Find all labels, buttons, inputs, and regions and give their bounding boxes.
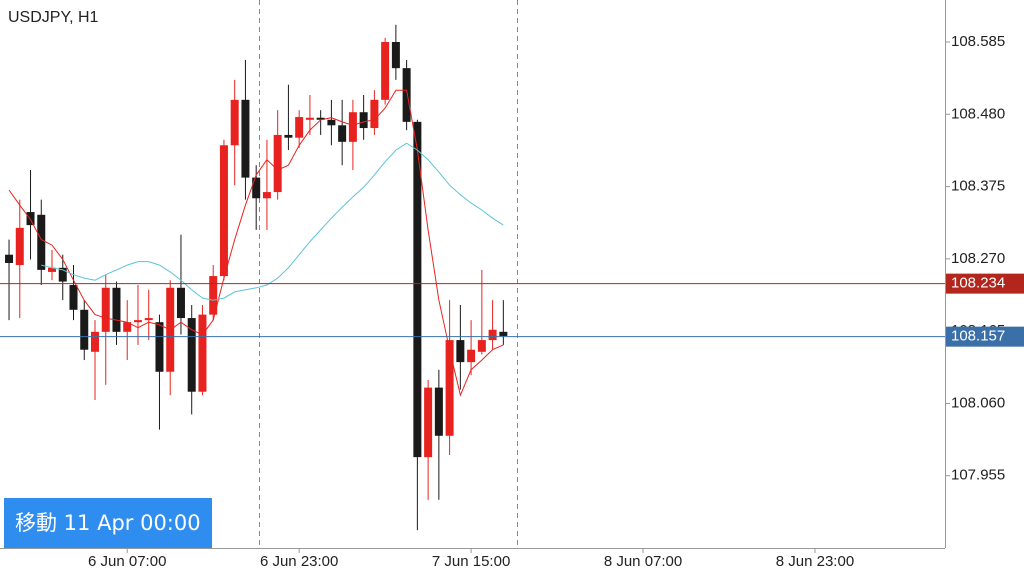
y-tick-label: 108.480 bbox=[951, 105, 1005, 122]
x-tick-label: 6 Jun 07:00 bbox=[88, 553, 166, 570]
candle-body bbox=[348, 112, 357, 142]
candle-body bbox=[241, 99, 250, 178]
candle-body bbox=[434, 387, 443, 436]
candle-body bbox=[37, 214, 46, 270]
y-tick-label: 108.375 bbox=[951, 178, 1005, 195]
candle-body bbox=[80, 309, 89, 350]
x-tick-label: 6 Jun 23:00 bbox=[260, 553, 338, 570]
x-tick-label: 8 Jun 23:00 bbox=[776, 553, 854, 570]
candle-body bbox=[155, 322, 164, 372]
candle-body bbox=[477, 340, 486, 352]
price-label-bg bbox=[946, 273, 1024, 294]
candle-body bbox=[456, 340, 465, 363]
y-tick-label: 107.955 bbox=[951, 467, 1005, 484]
candle-body bbox=[295, 117, 304, 138]
candle-body bbox=[488, 329, 497, 341]
candle-body bbox=[15, 227, 24, 266]
candle-body bbox=[381, 41, 390, 100]
candle-body bbox=[123, 322, 132, 332]
candle-body bbox=[359, 112, 368, 129]
candle-body bbox=[5, 254, 14, 263]
candle-body bbox=[284, 134, 293, 138]
price-label: 108.157 bbox=[951, 328, 1005, 345]
candle-body bbox=[133, 320, 142, 323]
candle-body bbox=[101, 287, 110, 332]
candle-body bbox=[370, 99, 379, 129]
chart-title: USDJPY, H1 bbox=[8, 9, 99, 26]
candle-body bbox=[26, 212, 35, 226]
y-tick-label: 108.585 bbox=[951, 33, 1005, 50]
candle-body bbox=[209, 276, 218, 315]
candle-body bbox=[316, 117, 325, 120]
candle-body bbox=[230, 99, 239, 146]
price-label: 108.234 bbox=[951, 275, 1005, 292]
candle-body bbox=[90, 331, 99, 352]
moving-average bbox=[41, 142, 504, 301]
x-tick-label: 7 Jun 15:00 bbox=[432, 553, 510, 570]
candle-body bbox=[305, 117, 314, 120]
candle-body bbox=[402, 68, 411, 122]
candle-body bbox=[144, 318, 153, 321]
candle-body bbox=[48, 267, 57, 272]
candle-body bbox=[338, 125, 347, 142]
candle-body bbox=[467, 349, 476, 363]
candle-body bbox=[445, 340, 454, 436]
candle-body bbox=[413, 121, 422, 458]
candle-body bbox=[176, 287, 185, 319]
candle-body bbox=[198, 314, 207, 392]
moving-average bbox=[8, 89, 504, 397]
candle-body bbox=[499, 331, 508, 336]
y-tick-label: 108.060 bbox=[951, 394, 1005, 411]
candle-body bbox=[187, 318, 196, 392]
price-label-bg bbox=[946, 326, 1024, 347]
candle-body bbox=[424, 387, 433, 458]
candle-body bbox=[327, 119, 336, 126]
y-tick-label: 108.270 bbox=[951, 250, 1005, 267]
x-tick-label: 8 Jun 07:00 bbox=[604, 553, 682, 570]
jump-button[interactable]: 移動 11 Apr 00:00 bbox=[4, 498, 212, 548]
candle-body bbox=[252, 177, 261, 199]
candle-body bbox=[112, 287, 121, 332]
candle-body bbox=[273, 134, 282, 193]
candle-body bbox=[219, 145, 228, 277]
candle-body bbox=[391, 41, 400, 69]
candle-body bbox=[262, 192, 271, 199]
candle-body bbox=[58, 267, 67, 282]
candle-body bbox=[69, 285, 78, 310]
